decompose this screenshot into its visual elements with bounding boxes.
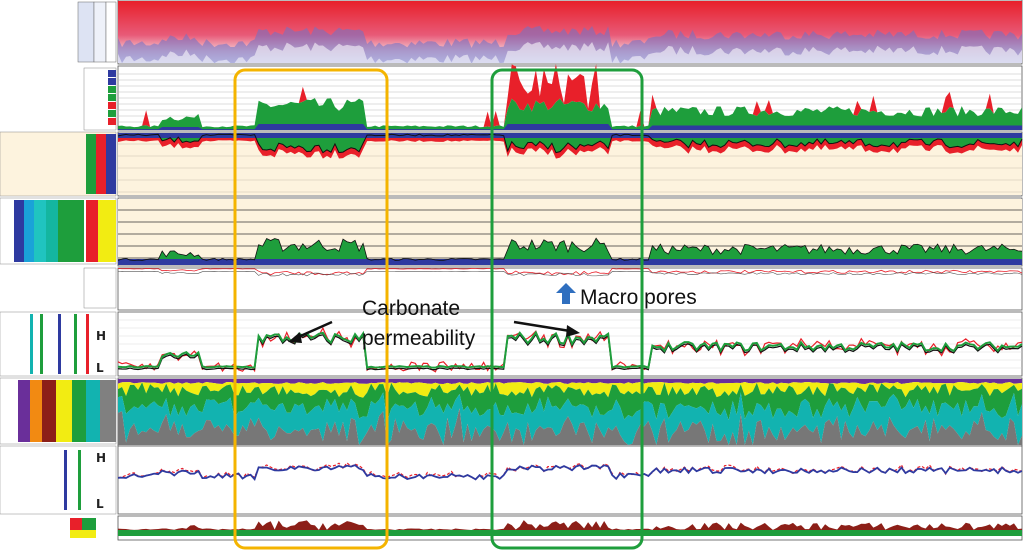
legend-strip: H L H L	[0, 0, 118, 553]
up-arrow-icon	[556, 283, 576, 304]
flag-green-base	[118, 530, 1022, 536]
cum-outline	[117, 133, 1023, 154]
cum2-green-area	[118, 238, 1022, 265]
density-blue-curve	[117, 464, 1023, 481]
lithology-band-1	[118, 379, 1022, 384]
pore-size-blue-area	[118, 124, 1022, 130]
track5-grey-curve	[117, 271, 1023, 277]
carbonate-zone-box-1	[233, 68, 389, 550]
svg-text:H: H	[96, 329, 106, 343]
lithology-band-2	[118, 382, 1022, 398]
pore-size-green-area	[118, 98, 1022, 130]
macro-pores-label: Macro pores	[580, 286, 697, 309]
pore-size-legend	[83, 67, 117, 131]
svg-text:H: H	[96, 451, 106, 465]
pore-image-white	[118, 42, 1022, 64]
carbonate-zone-box-2	[490, 68, 644, 550]
svg-text:L: L	[96, 361, 104, 375]
plot-tracks	[117, 0, 1023, 541]
lithology-band-3	[118, 382, 1022, 422]
svg-text:L: L	[96, 497, 104, 511]
permeability-green-curve	[117, 330, 1023, 370]
flag-brown-area	[118, 520, 1022, 530]
annotation-arrows	[288, 283, 580, 343]
lithology-band-4	[118, 392, 1022, 445]
track-frame-8	[117, 445, 1023, 515]
carbonate-label-line2: permeability	[362, 327, 476, 350]
pore-size-red-area	[118, 63, 1022, 128]
cum2-blue-area	[118, 259, 1022, 265]
cum2-outline	[117, 237, 1023, 261]
track5-red-curve	[117, 268, 1023, 276]
lithology-band-5	[118, 408, 1022, 445]
highlight-boxes	[233, 68, 644, 550]
cum-blue-area	[118, 133, 1022, 138]
carbonate-label-line1: Carbonate	[362, 297, 461, 320]
